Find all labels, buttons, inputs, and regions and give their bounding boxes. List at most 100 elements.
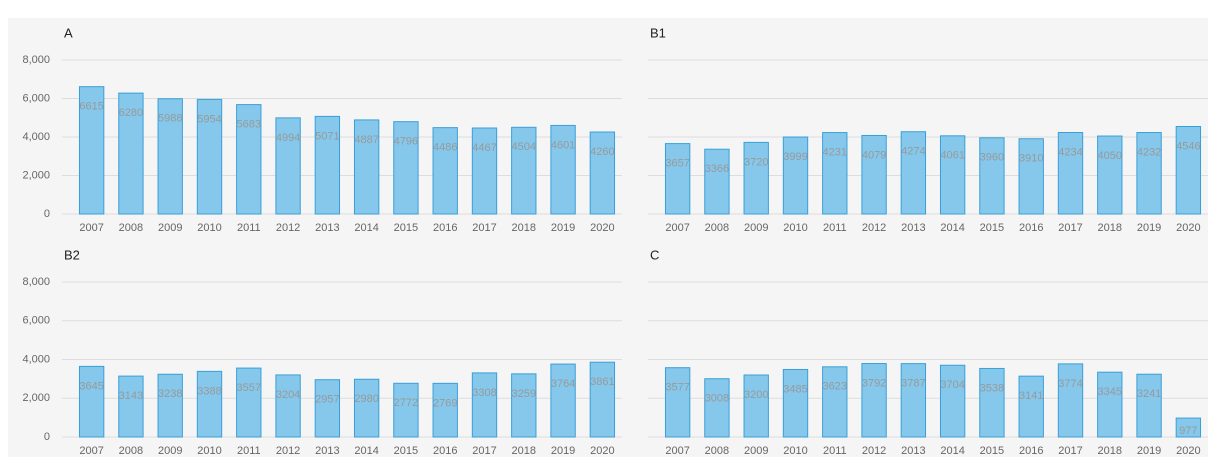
y-tick-label: 6,000: [22, 92, 50, 104]
value-label: 4887: [354, 134, 378, 146]
value-label: 4079: [862, 149, 886, 161]
bar: [664, 367, 691, 438]
bar: [275, 117, 301, 215]
bar: [704, 378, 730, 438]
y-tick-label: 0: [44, 208, 50, 220]
y-tick-label: 4,000: [22, 131, 50, 143]
value-label: 4546: [1176, 140, 1200, 152]
bar: [664, 143, 691, 215]
value-label: 4274: [901, 146, 925, 158]
value-label: 3366: [705, 163, 729, 175]
value-label: 4231: [823, 146, 847, 158]
value-label: 4796: [394, 136, 418, 148]
x-tick-label: 2011: [823, 222, 847, 234]
value-label: 3200: [744, 389, 768, 401]
bar: [589, 361, 616, 438]
value-label: 3204: [276, 389, 300, 401]
bar: [196, 370, 223, 438]
x-tick-label: 2008: [119, 445, 143, 457]
x-tick-label: 2009: [744, 445, 768, 457]
bar: [353, 378, 380, 438]
x-tick-label: 2019: [1137, 222, 1161, 234]
x-tick-label: 2013: [315, 222, 339, 234]
x-tick-label: 2014: [354, 222, 378, 234]
value-label: 6615: [79, 101, 103, 113]
value-label: 3345: [1098, 386, 1122, 398]
x-tick-label: 2020: [590, 445, 614, 457]
x-tick-label: 2009: [158, 222, 182, 234]
bar: [196, 98, 223, 215]
bar: [743, 141, 769, 215]
bar: [78, 365, 105, 438]
value-label: 3999: [783, 151, 807, 163]
bar: [471, 372, 498, 438]
x-tick-label: 2013: [901, 445, 925, 457]
x-tick-label: 2008: [119, 222, 143, 234]
x-tick-label: 2012: [276, 222, 300, 234]
bar: [118, 92, 144, 215]
x-tick-label: 2017: [472, 222, 496, 234]
x-tick-label: 2015: [394, 222, 418, 234]
bar: [1136, 132, 1162, 215]
bar: [275, 374, 301, 438]
value-label: 3910: [1019, 153, 1043, 165]
bar: [118, 375, 144, 438]
bar: [314, 379, 341, 438]
y-tick-label: 6,000: [22, 315, 50, 327]
bar: [1097, 135, 1123, 215]
value-label: 3538: [980, 382, 1004, 394]
x-tick-label: 2014: [940, 222, 964, 234]
chart-title: B2: [64, 247, 80, 262]
value-label: 3388: [197, 385, 221, 397]
value-label: 3238: [158, 388, 182, 400]
bar: [782, 368, 809, 438]
value-label: 2772: [394, 397, 418, 409]
bar: [393, 382, 419, 438]
y-tick-label: 0: [44, 431, 50, 443]
bar: [1136, 373, 1162, 438]
value-label: 3861: [590, 376, 614, 388]
bar: [511, 126, 537, 215]
bar: [979, 137, 1005, 215]
x-tick-label: 2017: [1058, 445, 1082, 457]
x-tick-label: 2010: [783, 445, 807, 457]
bar: [236, 104, 262, 215]
bar: [861, 134, 887, 215]
y-tick-label: 8,000: [22, 54, 50, 66]
x-tick-label: 2016: [1019, 445, 1043, 457]
value-label: 3657: [665, 158, 689, 170]
bar: [236, 367, 262, 438]
value-label: 3557: [237, 382, 261, 394]
value-label: 2980: [354, 393, 378, 405]
bar: [1097, 371, 1123, 438]
value-label: 977: [1179, 425, 1197, 437]
x-tick-label: 2010: [783, 222, 807, 234]
value-label: 3308: [472, 387, 496, 399]
value-label: 3720: [744, 156, 768, 168]
value-label: 4504: [512, 141, 536, 153]
value-label: 3960: [980, 152, 1004, 164]
x-tick-label: 2011: [237, 222, 261, 234]
bar: [1175, 125, 1202, 215]
x-tick-label: 2016: [433, 445, 457, 457]
x-tick-label: 2011: [823, 445, 847, 457]
bar: [589, 131, 616, 215]
value-label: 5954: [197, 113, 221, 125]
x-tick-label: 2019: [551, 445, 575, 457]
value-label: 4486: [433, 142, 457, 154]
value-label: 4061: [940, 150, 964, 162]
chart-title: C: [650, 247, 659, 262]
value-label: 3241: [1137, 388, 1161, 400]
x-tick-label: 2010: [197, 222, 221, 234]
y-tick-label: 2,000: [22, 392, 50, 404]
bar: [979, 367, 1005, 438]
value-label: 4601: [551, 139, 575, 151]
bar: [157, 98, 183, 215]
x-tick-label: 2018: [1098, 222, 1122, 234]
bar: [939, 364, 966, 438]
value-label: 4994: [276, 132, 300, 144]
x-tick-label: 2007: [79, 222, 103, 234]
bar: [704, 148, 730, 215]
x-tick-label: 2011: [237, 445, 261, 457]
